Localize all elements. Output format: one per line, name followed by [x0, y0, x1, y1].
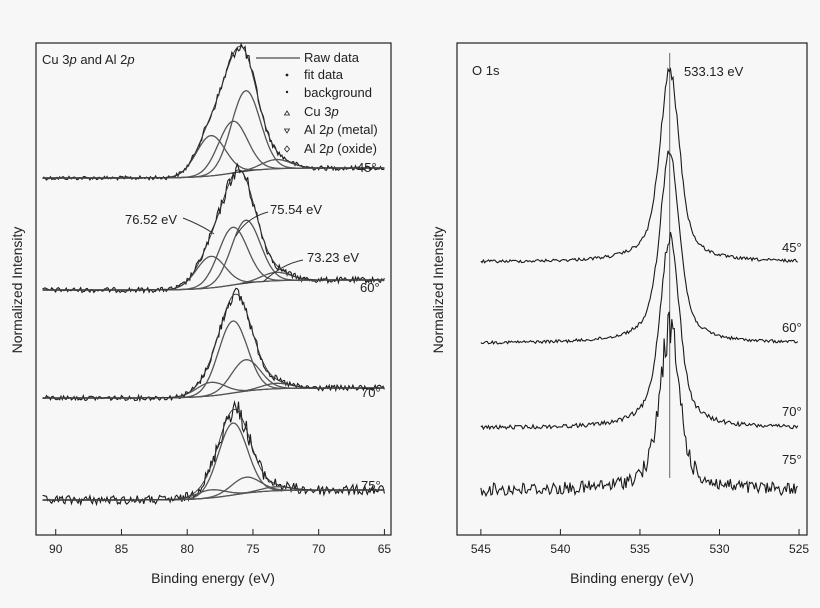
fit-line-2	[42, 293, 385, 399]
left-spectra	[42, 42, 385, 507]
right-angle-label-45: 45°	[782, 240, 802, 255]
left-x-tick-label: 70	[312, 542, 326, 556]
legend: Raw data fit data background Cu 3p Al 2p…	[256, 50, 378, 156]
annotation-73-23-leader	[262, 259, 304, 283]
left-x-tick-label: 80	[181, 542, 195, 556]
left-x-axis-label: Binding energy (eV)	[151, 570, 275, 586]
o1s-spectrum-0	[480, 67, 798, 264]
right-x-tick-label: 540	[550, 542, 570, 556]
background-line-1	[42, 279, 385, 291]
left-angle-label-45: 45°	[357, 160, 377, 175]
fit-line-1	[42, 169, 385, 291]
left-x-tick-label: 85	[115, 542, 129, 556]
o1s-spectrum-3	[480, 311, 798, 498]
left-x-tick-label: 65	[378, 542, 392, 556]
left-plot-frame	[35, 42, 392, 536]
raw-data-line-3	[42, 400, 385, 507]
right-angle-label-75: 75°	[782, 452, 802, 467]
legend-cu3p-marker	[283, 110, 291, 116]
left-angle-label-75: 75°	[361, 478, 381, 493]
left-x-ticks: 90 85 80 75 70 65	[49, 529, 391, 556]
right-x-tick-label: 525	[789, 542, 809, 556]
right-x-tick-label: 530	[709, 542, 729, 556]
raw-data-line-2	[42, 287, 385, 403]
left-x-tick-label: 75	[246, 542, 260, 556]
right-x-tick-label: 545	[471, 542, 491, 556]
left-y-axis-label: Normalized Intensity	[9, 227, 25, 354]
legend-cu3p-label: Cu 3p	[304, 104, 339, 119]
right-y-axis-label: Normalized Intensity	[430, 227, 446, 354]
right-x-axis-label: Binding energy (eV)	[570, 570, 694, 586]
right-panel: O 1s 533.13 eV 545 540 535 530 525 Binding e…	[430, 42, 809, 586]
legend-al2p-metal-marker	[283, 128, 291, 134]
component-peak-2-3	[42, 382, 385, 399]
legend-al2p-oxide-marker	[283, 145, 291, 153]
right-spectra	[480, 67, 799, 498]
left-angle-label-70: 70°	[361, 385, 381, 400]
legend-background-label: background	[304, 85, 372, 100]
annotation-75-54: 75.54 eV	[270, 202, 322, 217]
annotation-533-13: 533.13 eV	[684, 64, 744, 79]
right-angle-label-70: 70°	[782, 404, 802, 419]
right-x-tick-label: 535	[630, 542, 650, 556]
legend-raw-label: Raw data	[304, 50, 360, 65]
legend-background-marker	[285, 90, 289, 94]
legend-fit-marker	[285, 73, 289, 77]
annotation-73-23: 73.23 eV	[307, 250, 359, 265]
left-x-tick-label: 90	[49, 542, 63, 556]
right-panel-title: O 1s	[472, 63, 500, 78]
left-panel-title: Cu 3p and Al 2p	[42, 52, 135, 67]
fit-line-3	[42, 408, 385, 501]
o1s-spectrum-2	[480, 231, 799, 431]
right-x-ticks: 545 540 535 530 525	[471, 529, 809, 556]
annotation-76-52-leader	[182, 217, 215, 235]
annotation-76-52: 76.52 eV	[125, 212, 177, 227]
legend-al2p-metal-label: Al 2p (metal)	[304, 122, 378, 137]
right-plot-frame	[456, 42, 808, 536]
left-angle-label-60: 60°	[360, 280, 380, 295]
component-peak-1-3	[42, 271, 385, 291]
legend-al2p-oxide-label: Al 2p (oxide)	[304, 141, 377, 156]
annotation-75-54-leader	[235, 211, 269, 237]
o1s-spectrum-1	[480, 150, 799, 345]
legend-fit-label: fit data	[304, 67, 344, 82]
fit-line-0	[42, 45, 385, 179]
left-panel: Cu 3p and Al 2p 90 85 80 75 70 65 Binding ene…	[9, 42, 392, 586]
right-angle-label-60: 60°	[782, 320, 802, 335]
